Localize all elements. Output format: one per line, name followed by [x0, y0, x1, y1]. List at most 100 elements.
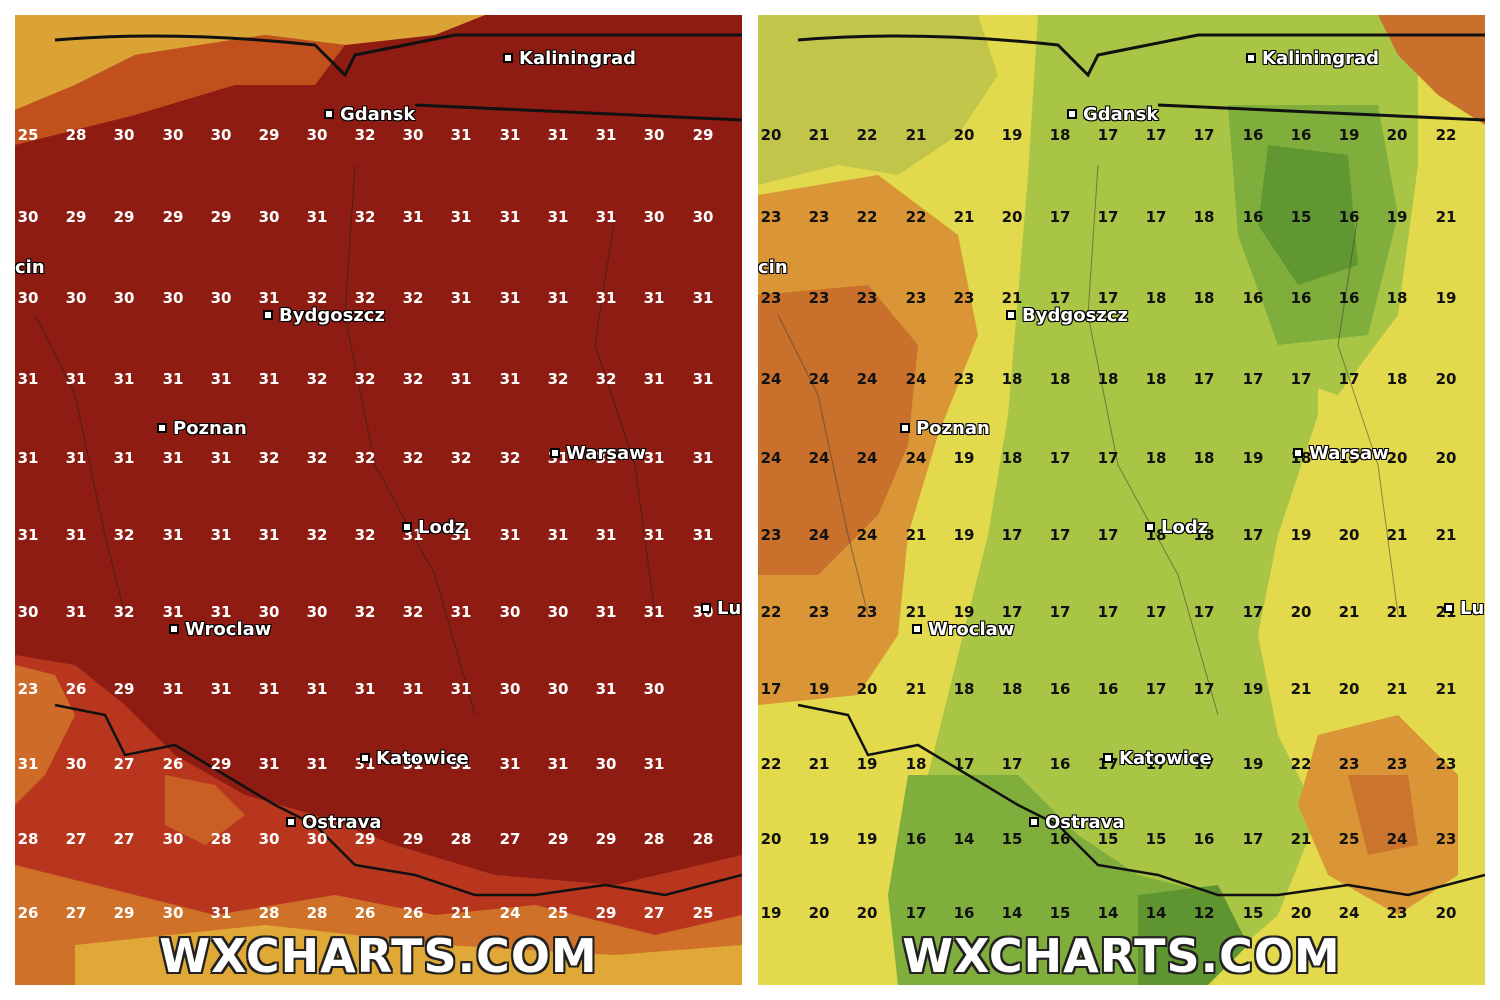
grid-temperature-value: 24: [499, 904, 521, 922]
grid-temperature-value: 19: [1001, 126, 1023, 144]
grid-temperature-value: 12: [1193, 904, 1215, 922]
grid-temperature-value: 32: [354, 208, 376, 226]
grid-temperature-value: 24: [856, 449, 878, 467]
grid-temperature-value: 31: [17, 755, 39, 773]
grid-temperature-value: 29: [595, 904, 617, 922]
grid-temperature-value: 24: [1338, 904, 1360, 922]
grid-temperature-value: 24: [808, 526, 830, 544]
city-marker-icon: [550, 447, 560, 458]
grid-temperature-value: 29: [162, 208, 184, 226]
city-bydgoszcz: Bydgoszcz: [263, 306, 385, 326]
grid-temperature-value: 16: [1242, 289, 1264, 307]
grid-temperature-value: 21: [905, 680, 927, 698]
city-marker-icon: [912, 623, 922, 634]
grid-temperature-value: 30: [17, 603, 39, 621]
city-marker-icon: [157, 422, 167, 433]
grid-temperature-value: 31: [692, 370, 714, 388]
grid-temperature-value: 29: [65, 208, 87, 226]
grid-temperature-value: 17: [1145, 126, 1167, 144]
grid-temperature-value: 32: [402, 449, 424, 467]
grid-temperature-value: 17: [1193, 603, 1215, 621]
grid-temperature-value: 22: [1435, 126, 1457, 144]
grid-temperature-value: 26: [402, 904, 424, 922]
grid-temperature-value: 30: [306, 830, 328, 848]
grid-temperature-value: 23: [760, 208, 782, 226]
grid-temperature-value: 18: [1001, 680, 1023, 698]
city-warsaw: Warsaw: [550, 444, 646, 464]
grid-temperature-value: 17: [1242, 526, 1264, 544]
grid-temperature-value: 19: [953, 449, 975, 467]
grid-temperature-value: 22: [905, 208, 927, 226]
grid-temperature-value: 19: [1338, 449, 1360, 467]
right-map-background: [758, 15, 1485, 985]
grid-temperature-value: 31: [692, 526, 714, 544]
grid-temperature-value: 24: [856, 370, 878, 388]
grid-temperature-value: 31: [499, 289, 521, 307]
grid-temperature-value: 17: [1193, 126, 1215, 144]
grid-temperature-value: 20: [1338, 680, 1360, 698]
grid-temperature-value: 14: [953, 830, 975, 848]
grid-temperature-value: 23: [905, 289, 927, 307]
grid-temperature-value: 31: [499, 126, 521, 144]
grid-temperature-value: 16: [1193, 830, 1215, 848]
city-marker-icon: [402, 521, 412, 532]
grid-temperature-value: 23: [856, 603, 878, 621]
city-ostrava: Ostrava: [286, 813, 382, 833]
city-marker-icon: [1444, 602, 1454, 613]
grid-temperature-value: 28: [450, 830, 472, 848]
grid-temperature-value: 24: [856, 526, 878, 544]
grid-temperature-value: 20: [1386, 126, 1408, 144]
grid-temperature-value: 30: [210, 126, 232, 144]
grid-temperature-value: 29: [113, 904, 135, 922]
grid-temperature-value: 32: [306, 526, 328, 544]
grid-temperature-value: 28: [643, 830, 665, 848]
grid-temperature-value: 17: [1049, 449, 1071, 467]
city-warsaw: Warsaw: [1293, 444, 1389, 464]
grid-temperature-value: 31: [17, 449, 39, 467]
grid-temperature-value: 31: [210, 370, 232, 388]
grid-temperature-value: 31: [17, 370, 39, 388]
grid-temperature-value: 32: [354, 370, 376, 388]
grid-temperature-value: 17: [1097, 603, 1119, 621]
city-marker-icon: [1029, 816, 1039, 827]
grid-temperature-value: 17: [1001, 755, 1023, 773]
grid-temperature-value: 31: [499, 370, 521, 388]
grid-temperature-value: 20: [808, 904, 830, 922]
grid-temperature-value: 25: [692, 904, 714, 922]
grid-temperature-value: 16: [905, 830, 927, 848]
city-gdansk: Gdansk: [1067, 105, 1158, 125]
grid-temperature-value: 31: [306, 208, 328, 226]
grid-temperature-value: 28: [258, 904, 280, 922]
grid-temperature-value: 21: [953, 208, 975, 226]
grid-temperature-value: 25: [1338, 830, 1360, 848]
grid-temperature-value: 18: [1097, 370, 1119, 388]
grid-temperature-value: 17: [1001, 526, 1023, 544]
grid-temperature-value: 30: [210, 289, 232, 307]
grid-temperature-value: 32: [354, 289, 376, 307]
city-lodz: Lodz: [402, 518, 465, 538]
grid-temperature-value: 31: [65, 370, 87, 388]
grid-temperature-value: 16: [1242, 208, 1264, 226]
grid-temperature-value: 18: [1193, 449, 1215, 467]
grid-temperature-value: 18: [1145, 289, 1167, 307]
city-marker-icon: [169, 623, 179, 634]
grid-temperature-value: 32: [354, 603, 376, 621]
grid-temperature-value: 31: [450, 289, 472, 307]
grid-temperature-value: 17: [1193, 370, 1215, 388]
grid-temperature-value: 26: [17, 904, 39, 922]
grid-temperature-value: 31: [692, 289, 714, 307]
grid-temperature-value: 22: [760, 603, 782, 621]
grid-temperature-value: 31: [450, 680, 472, 698]
grid-temperature-value: 27: [499, 830, 521, 848]
grid-temperature-value: 32: [113, 526, 135, 544]
grid-temperature-value: 17: [1049, 208, 1071, 226]
grid-temperature-value: 29: [354, 830, 376, 848]
grid-temperature-value: 32: [306, 449, 328, 467]
grid-temperature-value: 23: [808, 208, 830, 226]
grid-temperature-value: 31: [258, 755, 280, 773]
grid-temperature-value: 21: [808, 755, 830, 773]
grid-temperature-value: 28: [692, 830, 714, 848]
city-marker-icon: [1145, 521, 1155, 532]
grid-temperature-value: 18: [1193, 208, 1215, 226]
grid-temperature-value: 31: [113, 370, 135, 388]
